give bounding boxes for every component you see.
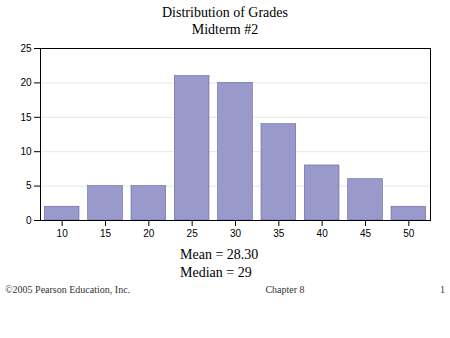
svg-text:25: 25 xyxy=(187,228,199,239)
html-text:Distribution of Grades: Distribution of Grades xyxy=(162,5,288,20)
html-text:Chapter 8: Chapter 8 xyxy=(265,284,305,295)
svg-text:25: 25 xyxy=(20,43,32,54)
svg-text:20: 20 xyxy=(20,77,32,88)
html-text:©2005 Pearson Education, Inc.: ©2005 Pearson Education, Inc. xyxy=(5,284,131,295)
html-text:Median = 29: Median = 29 xyxy=(180,265,252,280)
svg-text:15: 15 xyxy=(20,112,32,123)
svg-text:30: 30 xyxy=(230,228,242,239)
svg-text:45: 45 xyxy=(360,228,372,239)
svg-text:20: 20 xyxy=(143,228,155,239)
svg-text:5: 5 xyxy=(26,180,32,191)
svg-text:0: 0 xyxy=(26,215,32,226)
svg-text:35: 35 xyxy=(273,228,285,239)
svg-text:50: 50 xyxy=(403,228,415,239)
svg-text:40: 40 xyxy=(317,228,329,239)
html-text:Mean = 28.30: Mean = 28.30 xyxy=(180,247,259,262)
svg-text:15: 15 xyxy=(100,228,112,239)
html-text:Midterm #2: Midterm #2 xyxy=(191,22,259,37)
svg-text:10: 10 xyxy=(20,146,32,157)
html-text:1: 1 xyxy=(440,284,445,295)
svg-text:10: 10 xyxy=(57,228,69,239)
